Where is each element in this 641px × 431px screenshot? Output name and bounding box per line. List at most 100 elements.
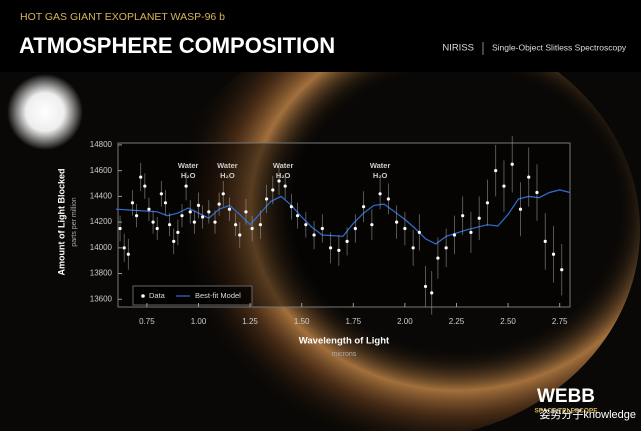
data-point <box>560 268 564 272</box>
data-point <box>163 201 168 205</box>
data-point <box>180 214 184 218</box>
annotation-formula: H₂O <box>373 171 388 180</box>
annotation-label: Water <box>178 161 199 170</box>
data-point <box>395 220 399 224</box>
logo-tagline: SPACE TELESCOPE <box>534 408 598 415</box>
annotation-formula: H₂O <box>220 171 235 180</box>
y-tick-label: 14000 <box>90 243 113 252</box>
planet-glow <box>160 20 640 431</box>
annotation-formula: H₂O <box>276 171 291 180</box>
x-tick-label: 1.25 <box>242 317 258 326</box>
data-point <box>188 210 192 214</box>
data-point <box>151 220 155 224</box>
data-point <box>461 214 465 218</box>
data-point <box>417 230 421 234</box>
annotation-label: Water <box>273 161 294 170</box>
data-point <box>386 197 390 201</box>
y-tick-label: 14200 <box>90 217 113 226</box>
data-point <box>362 205 366 209</box>
data-point <box>227 207 232 211</box>
data-point <box>271 188 275 192</box>
data-point <box>518 207 523 211</box>
data-point <box>176 230 180 234</box>
data-point <box>469 230 473 234</box>
subtitle: HOT GAS GIANT EXOPLANET WASP-96 b <box>20 11 225 23</box>
data-point <box>234 223 238 227</box>
data-point <box>244 210 248 214</box>
legend-marker <box>141 294 145 298</box>
data-point <box>201 215 205 219</box>
data-point <box>353 226 357 231</box>
data-point <box>444 246 448 250</box>
x-tick-label: 2.50 <box>500 317 516 326</box>
annotation-label: Water <box>370 161 391 170</box>
data-point <box>277 179 281 183</box>
data-point <box>510 162 514 166</box>
data-point <box>172 239 176 243</box>
annotation-formula: H₂O <box>181 171 196 180</box>
data-point <box>118 226 122 231</box>
header-bar <box>0 0 641 72</box>
data-point <box>167 223 172 227</box>
data-point <box>207 210 211 214</box>
data-point <box>535 190 539 195</box>
instrument: NIRISS <box>442 43 474 54</box>
data-point <box>126 252 130 256</box>
data-point <box>403 226 407 231</box>
data-point <box>250 226 254 231</box>
data-point <box>423 284 428 289</box>
x-tick-label: 2.00 <box>397 317 413 326</box>
data-point <box>543 239 547 243</box>
data-point <box>238 233 242 237</box>
data-point <box>196 203 201 207</box>
data-point <box>304 223 308 227</box>
legend <box>132 285 253 306</box>
data-point <box>436 256 440 260</box>
data-point <box>502 184 506 188</box>
data-point <box>337 248 341 253</box>
x-tick-label: 0.75 <box>139 317 155 326</box>
mode: Single-Object Slitless Spectroscopy <box>492 42 627 52</box>
x-tick-label: 1.50 <box>294 317 310 326</box>
data-point <box>452 233 457 237</box>
data-point <box>258 223 263 227</box>
y-tick-label: 14800 <box>90 140 113 149</box>
watermark: 姿势分子knowledge <box>539 408 636 421</box>
annotation-label: Water <box>217 161 238 170</box>
x-tick-label: 2.25 <box>449 317 465 326</box>
data-point <box>328 246 333 250</box>
x-tick-label: 1.75 <box>345 317 361 326</box>
data-point <box>192 220 196 224</box>
star <box>7 74 83 150</box>
legend-label: Data <box>149 291 166 300</box>
y-tick-label: 13600 <box>90 294 113 303</box>
data-point <box>265 197 269 201</box>
data-point <box>143 184 147 188</box>
data-point <box>217 202 221 206</box>
data-point <box>370 223 374 227</box>
data-point <box>551 252 556 256</box>
x-tick-label: 2.75 <box>552 317 568 326</box>
x-tick-label: 1.00 <box>191 317 207 326</box>
data-point <box>494 169 498 173</box>
data-point <box>411 246 415 250</box>
y-axis-label: Amount of Light Blocked <box>56 169 66 276</box>
y-tick-label: 13800 <box>90 269 113 278</box>
data-point <box>155 226 159 231</box>
data-point <box>159 192 163 196</box>
y-tick-label: 14400 <box>90 191 113 200</box>
x-axis-unit: microns <box>332 351 357 358</box>
data-point <box>283 184 287 188</box>
data-point <box>147 207 151 211</box>
legend-label: Best-fit Model <box>195 291 241 300</box>
model-line <box>115 189 571 245</box>
data-point <box>527 175 531 179</box>
y-axis-unit: parts per million <box>71 197 78 247</box>
data-point <box>312 233 316 237</box>
data-point <box>134 214 139 218</box>
data-point <box>221 192 225 196</box>
data-point <box>345 239 349 243</box>
data-point <box>378 192 382 196</box>
title: ATMOSPHERE COMPOSITION <box>19 33 335 58</box>
